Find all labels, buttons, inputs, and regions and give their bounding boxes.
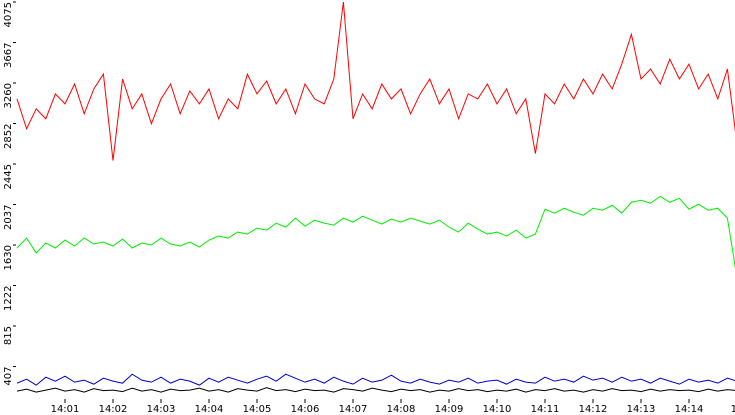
x-tick-label: 14:10 (483, 404, 512, 415)
y-tick-label: 2852 (3, 124, 14, 149)
x-tick-label: 14:07 (339, 404, 368, 415)
y-tick-label: 407 (3, 367, 14, 386)
y-tick-label: 2445 (3, 164, 14, 189)
x-tick-label: 14:08 (387, 404, 416, 415)
series-line (16, 195, 735, 269)
x-tick-label: 14:14 (675, 404, 704, 415)
series-line (16, 373, 735, 386)
y-tick-label: 2037 (3, 205, 14, 230)
x-tick-label: 14:12 (579, 404, 608, 415)
x-tick-label: 14:13 (627, 404, 656, 415)
y-tick-label: 3260 (3, 83, 14, 108)
x-tick-label: 14:06 (291, 404, 320, 415)
y-tick-label: 3667 (3, 43, 14, 68)
x-tick-label: 14 (731, 404, 735, 415)
x-tick-label: 14:02 (99, 404, 128, 415)
y-tick-label: 4075 (3, 2, 14, 27)
x-tick-label: 14:09 (435, 404, 464, 415)
x-tick-label: 14:11 (531, 404, 560, 415)
y-tick-label: 1630 (3, 245, 14, 270)
series-line (16, 1, 735, 161)
y-tick-label: 815 (3, 326, 14, 345)
x-tick-label: 14:03 (147, 404, 176, 415)
x-tick-label: 14:05 (243, 404, 272, 415)
x-tick-label: 14:01 (51, 404, 80, 415)
series-line (16, 387, 735, 393)
x-tick-label: 14:04 (195, 404, 224, 415)
y-tick-label: 1222 (3, 286, 14, 311)
